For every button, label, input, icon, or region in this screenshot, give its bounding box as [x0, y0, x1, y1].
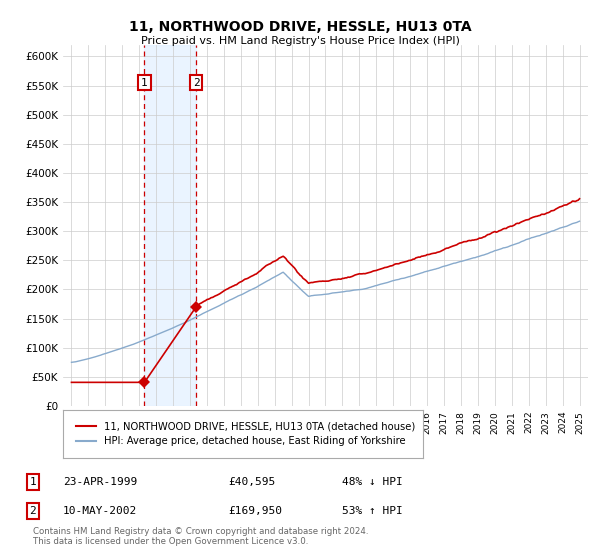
Text: 11, NORTHWOOD DRIVE, HESSLE, HU13 0TA: 11, NORTHWOOD DRIVE, HESSLE, HU13 0TA [128, 20, 472, 34]
Text: 1: 1 [141, 78, 148, 88]
Bar [145, 45, 196, 406]
Text: 53% ↑ HPI: 53% ↑ HPI [342, 506, 403, 516]
Text: 2: 2 [29, 506, 37, 516]
Text: 1: 1 [29, 477, 37, 487]
Text: Price paid vs. HM Land Registry's House Price Index (HPI): Price paid vs. HM Land Registry's House … [140, 36, 460, 46]
Text: 23-APR-1999: 23-APR-1999 [63, 477, 137, 487]
Text: £169,950: £169,950 [228, 506, 282, 516]
Legend: 11, NORTHWOOD DRIVE, HESSLE, HU13 0TA (detached house), HPI: Average price, deta: 11, NORTHWOOD DRIVE, HESSLE, HU13 0TA (d… [71, 417, 419, 450]
Text: £40,595: £40,595 [228, 477, 275, 487]
Text: 10-MAY-2002: 10-MAY-2002 [63, 506, 137, 516]
Text: 48% ↓ HPI: 48% ↓ HPI [342, 477, 403, 487]
Text: 2: 2 [193, 78, 199, 88]
Text: Contains HM Land Registry data © Crown copyright and database right 2024.
This d: Contains HM Land Registry data © Crown c… [33, 526, 368, 546]
